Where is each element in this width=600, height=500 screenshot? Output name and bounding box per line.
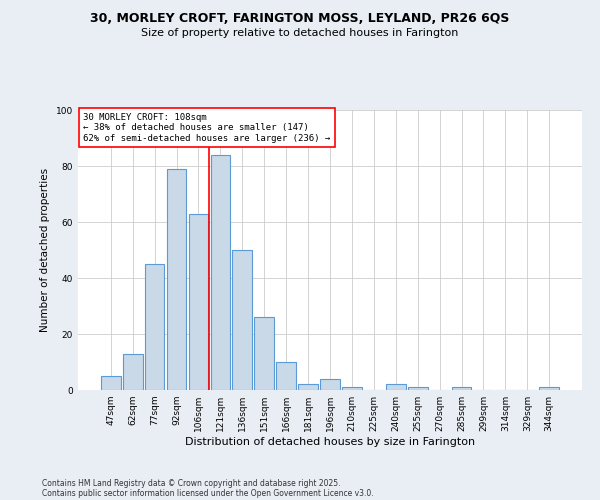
Bar (188, 214, 208, 390)
Bar (342, 387, 362, 390)
Bar (101, 376, 121, 390)
Text: Contains public sector information licensed under the Open Government Licence v3: Contains public sector information licen… (42, 488, 374, 498)
Text: 30, MORLEY CROFT, FARINGTON MOSS, LEYLAND, PR26 6QS: 30, MORLEY CROFT, FARINGTON MOSS, LEYLAN… (91, 12, 509, 26)
Bar (320, 379, 340, 390)
Bar (539, 387, 559, 390)
Bar (167, 169, 187, 390)
Text: Contains HM Land Registry data © Crown copyright and database right 2025.: Contains HM Land Registry data © Crown c… (42, 478, 341, 488)
Bar (254, 317, 274, 390)
Bar (276, 362, 296, 390)
X-axis label: Distribution of detached houses by size in Farington: Distribution of detached houses by size … (185, 437, 475, 447)
Bar (298, 384, 318, 390)
Bar (452, 387, 472, 390)
Bar (386, 384, 406, 390)
Bar (408, 387, 428, 390)
Bar (123, 354, 143, 390)
Y-axis label: Number of detached properties: Number of detached properties (40, 168, 50, 332)
Text: Size of property relative to detached houses in Farington: Size of property relative to detached ho… (142, 28, 458, 38)
Bar (232, 250, 252, 390)
Text: 30 MORLEY CROFT: 108sqm
← 38% of detached houses are smaller (147)
62% of semi-d: 30 MORLEY CROFT: 108sqm ← 38% of detache… (83, 113, 330, 142)
Bar (211, 155, 230, 390)
Bar (145, 264, 164, 390)
